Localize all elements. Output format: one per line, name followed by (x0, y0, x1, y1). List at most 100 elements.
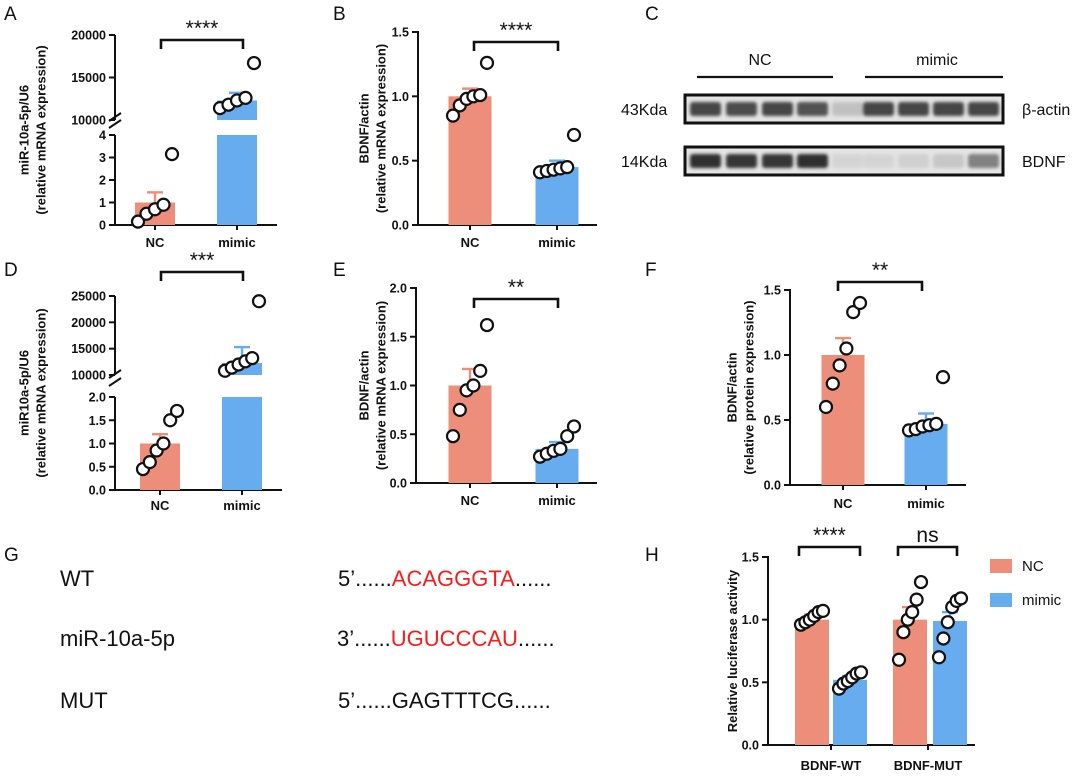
panel-h-point-bdnf-wt-mimic-6 (853, 665, 869, 680)
panel-e-significance-label: ** (508, 276, 524, 299)
panel-h-point-bdnf-mut-nc-6 (913, 574, 929, 590)
panel-f-significance-bracket (836, 280, 924, 291)
panel-e-y-tick-label-2: 1.0 (390, 379, 407, 393)
panel-c-band-bdnf-lane-4 (797, 154, 828, 168)
panel-a-significance-label: **** (186, 17, 219, 40)
panel-g-sequence-wt-suffix: ...... (515, 566, 552, 591)
panel-f-y-axis-title: BDNF/actin (relative protein expression) (725, 300, 757, 474)
panel-e-y-axis-title: BDNF/actin (relative mRNA expression) (357, 301, 389, 470)
panel-c-band-bdnf-lane-5 (832, 154, 863, 168)
panel-h-y-tick-label-2: 1.0 (742, 613, 759, 627)
panel-c-group-label-nc: NC (748, 52, 771, 69)
panel-b-point-nc-5 (473, 87, 488, 103)
panel-e-point-mimic-6 (566, 419, 582, 434)
panel-c-band-beta-actin-lane-5 (832, 102, 863, 116)
panel-letter-h: H (645, 545, 659, 566)
panel-e-point-nc-5 (473, 363, 488, 378)
panel-h-point-bdnf-mut-mimic-2 (936, 631, 951, 646)
panel-a-point-nc-5 (164, 147, 180, 162)
panel-d-point-mimic-6 (251, 294, 267, 309)
panel-c-band-bdnf-lane-3 (762, 154, 793, 168)
panel-d-y-tick-label-upper-3: 25000 (71, 290, 106, 304)
panel-a-bar-mimic-lower (217, 135, 257, 225)
panel-f-point-nc-3 (832, 358, 847, 373)
panel-c-kda-label-bdnf: 14Kda (621, 154, 667, 171)
panel-f-significance-label: ** (872, 259, 888, 282)
panel-d-point-nc-2 (142, 455, 157, 470)
panel-letter-f: F (645, 260, 657, 281)
panel-f-point-mimic-6 (935, 370, 951, 385)
panel-h-y-axis-title: Relative luciferase activity (725, 569, 740, 732)
panel-c-band-bdnf-lane-6 (863, 154, 894, 168)
panel-a-y-tick-label-lower-3: 3 (99, 151, 106, 165)
panel-h-point-bdnf-mut-mimic-3 (940, 615, 955, 630)
panel-f-y-tick-label-1: 0.5 (764, 414, 781, 428)
panel-c-protein-label-beta-actin: β-actin (1022, 102, 1070, 119)
panel-a-y-axis-title: miR-10a-5p/U6 (relative mRNA expression) (17, 45, 49, 214)
panel-d-bar-mimic-lower (222, 397, 262, 490)
panel-h-point-bdnf-mut-mimic-1 (931, 650, 947, 665)
panel-a-point-mimic-5 (246, 55, 262, 71)
panel-h-significance-label-mut: ns (916, 524, 938, 547)
panel-b-y-axis-title: BDNF/actin (relative mRNA expression) (357, 44, 389, 213)
panel-a-x-tick-label-1: mimic (218, 235, 256, 250)
panel-a-y-tick-label-lower-0: 0 (99, 219, 106, 233)
panel-h-significance-label-wt: **** (813, 524, 846, 547)
panel-g-sequence-mut-suffix: ...... (514, 688, 551, 713)
panel-letter-c: C (645, 4, 659, 25)
panel-d-y-tick-label-upper-1: 15000 (71, 342, 106, 356)
panel-d-point-nc-4 (156, 436, 171, 451)
panel-letter-b: B (333, 4, 346, 25)
panel-h-legend-label-nc: NC (1022, 558, 1044, 575)
panel-e-point-nc-2 (452, 402, 467, 417)
panel-h-point-bdnf-wt-nc-6 (815, 603, 831, 618)
panel-h-legend-swatch-nc (990, 559, 1012, 573)
panel-c-band-bdnf-lane-2 (726, 154, 757, 168)
panel-h-point-bdnf-mut-nc-4 (905, 605, 920, 620)
panel-c-band-bdnf-lane-1 (690, 154, 721, 168)
panel-g-seq-name-mut: MUT (60, 688, 108, 713)
panel-f-y-tick-label-2: 1.0 (764, 349, 781, 363)
panel-g-sequence-mir-10a-5p-prefix: 3’...... (337, 626, 391, 651)
panel-h-legend-label-mimic: mimic (1022, 592, 1062, 609)
panel-f-point-nc-5 (846, 305, 861, 320)
panel-a-point-nc-4 (156, 197, 171, 212)
panel-g-sequences: WT 5’......ACAGGGTA......miR-10a-5p 3’....… (60, 566, 555, 713)
panel-letter-d: D (4, 260, 18, 281)
panel-c-band-beta-actin-lane-4 (797, 102, 828, 116)
panel-e-y-tick-label-3: 1.5 (390, 330, 407, 344)
panel-c-band-bdnf-lane-9 (968, 154, 999, 168)
panel-g-sequence-mir-10a-5p: 3’......UGUCCCAU...... (337, 626, 555, 651)
panel-h-chart: 0.0 0.5 1.0 1.5 BDNF-WT BDNF-MUT **** ns NC mimic… (725, 524, 1062, 773)
panel-g-sequence-mut-prefix: 5’...... (338, 688, 392, 713)
panel-h-significance-bracket-wt (797, 545, 862, 556)
panel-b-y-tick-label-3: 1.5 (392, 26, 409, 40)
panel-b-significance-bracket (472, 40, 560, 51)
panel-a-x-tick-label-0: NC (146, 235, 165, 250)
panel-h-y-tick-label-3: 1.5 (742, 551, 759, 565)
panel-a-y-tick-label-upper-0: 10000 (71, 114, 106, 128)
panel-b-x-tick-label-0: NC (461, 235, 480, 250)
panel-c-band-beta-actin-lane-2 (726, 102, 757, 116)
panel-h-y-tick-label-1: 0.5 (742, 676, 759, 690)
panel-c-band-beta-actin-lane-3 (762, 102, 793, 116)
panel-letter-a: A (4, 4, 17, 25)
panel-d-y-tick-label-lower-1: 0.5 (89, 460, 106, 474)
panel-letter-e: E (333, 260, 346, 281)
panel-d-y-axis-title: miR10a-5p/U6 (relative mRNA expression) (17, 308, 49, 477)
panel-g-sequence-wt-prefix: 5’...... (338, 566, 392, 591)
panel-e-y-tick-label-1: 0.5 (390, 428, 407, 442)
panel-d-x-tick-label-0: NC (151, 498, 170, 513)
panel-e-point-nc-6 (479, 317, 495, 333)
panel-c-band-bdnf-lane-7 (898, 154, 929, 168)
panel-f-point-mimic-5 (929, 416, 944, 431)
panel-e-point-mimic-4 (553, 441, 568, 456)
panel-d-x-tick-label-1: mimic (223, 498, 261, 513)
panel-d-significance-bracket (159, 270, 245, 281)
panel-e-y-tick-label-0: 0.0 (390, 477, 407, 491)
panel-e-point-nc-4 (466, 378, 481, 393)
panel-b-y-tick-label-2: 1.0 (392, 90, 409, 104)
panel-g-seq-name-wt: WT (60, 566, 94, 591)
panel-f-chart: 0.0 0.5 1.0 1.5 NC mimic ** BDNF/actin (relative… (725, 259, 966, 511)
panel-a-point-nc-1 (130, 214, 146, 229)
